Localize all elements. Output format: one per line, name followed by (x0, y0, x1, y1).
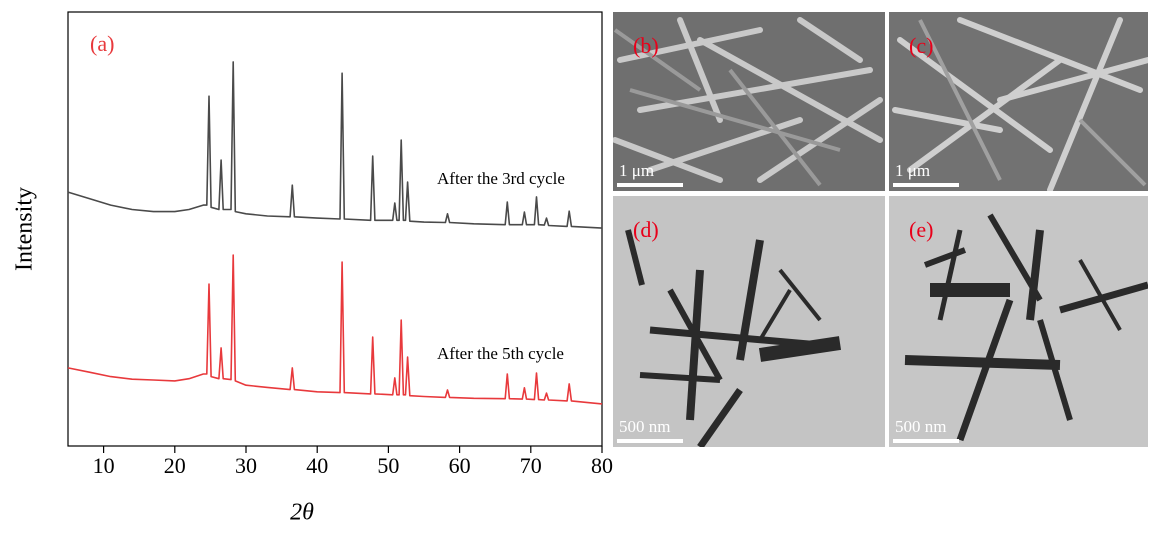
panel-label: (c) (909, 33, 933, 58)
panel-label: (d) (633, 217, 659, 242)
panel-label: (a) (90, 31, 114, 56)
scale-label: 500 nm (895, 417, 946, 436)
scale-label: 500 nm (619, 417, 670, 436)
y-axis-label: Intensity (12, 187, 38, 271)
series-label: After the 3rd cycle (437, 169, 565, 188)
panel-label: (e) (909, 217, 933, 242)
tem-image (889, 196, 1148, 447)
x-tick-label: 60 (449, 453, 471, 478)
sem-image (613, 12, 885, 191)
x-tick-label: 70 (520, 453, 542, 478)
x-tick-label: 50 (377, 453, 399, 478)
tem-image (613, 196, 885, 447)
scale-label: 1 μm (895, 161, 930, 180)
x-tick-label: 10 (93, 453, 115, 478)
sem-image (889, 12, 1148, 191)
scale-label: 1 μm (619, 161, 654, 180)
xrd-line (67, 61, 603, 229)
xrd-line (67, 254, 603, 405)
panel-label: (b) (633, 33, 659, 58)
plot-frame (67, 11, 603, 447)
x-tick-label: 40 (306, 453, 328, 478)
x-tick-label: 20 (164, 453, 186, 478)
x-tick-label: 30 (235, 453, 257, 478)
series-label: After the 5th cycle (437, 344, 564, 363)
x-tick-label: 80 (591, 453, 613, 478)
x-axis-label: 2θ (290, 500, 314, 526)
